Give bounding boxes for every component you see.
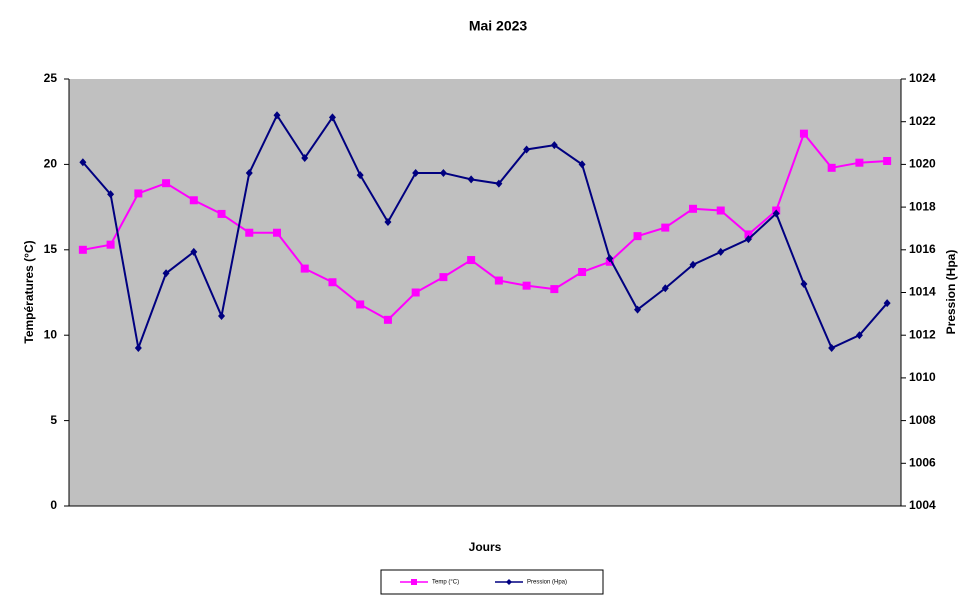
- legend-label: Temp (°C): [432, 580, 459, 586]
- data-point: [356, 300, 365, 309]
- legend-marker: [411, 579, 417, 585]
- data-point: [661, 223, 670, 232]
- data-point: [550, 285, 559, 294]
- y2-tick-label: 1024: [909, 71, 936, 85]
- data-point: [494, 276, 503, 285]
- data-point: [495, 179, 503, 188]
- data-point: [717, 247, 725, 256]
- data-point: [522, 281, 531, 290]
- data-point: [772, 209, 780, 218]
- data-point: [107, 190, 115, 199]
- data-point: [467, 256, 476, 265]
- y-tick-label: 20: [44, 157, 58, 171]
- y2-tick-label: 1010: [909, 370, 936, 384]
- data-point: [716, 206, 725, 215]
- y-tick-label: 0: [50, 498, 57, 512]
- data-point: [245, 228, 254, 237]
- y2-tick-label: 1020: [909, 157, 936, 171]
- data-point: [827, 163, 836, 172]
- data-point: [273, 228, 281, 237]
- data-point: [217, 209, 226, 218]
- data-point: [744, 235, 752, 244]
- y-axis-label: Températures (°C): [22, 240, 36, 343]
- data-point: [411, 288, 420, 297]
- data-point: [356, 171, 364, 180]
- y2-tick-label: 1016: [909, 242, 936, 256]
- legend-marker: [506, 579, 512, 585]
- y-tick-label: 15: [44, 242, 58, 256]
- data-point: [633, 232, 642, 241]
- data-point: [245, 168, 253, 177]
- data-point: [689, 260, 697, 269]
- y-tick-label: 10: [44, 327, 58, 341]
- data-point: [273, 111, 281, 120]
- data-point: [412, 168, 420, 177]
- data-point: [800, 279, 808, 288]
- data-point: [162, 269, 170, 278]
- data-point: [634, 305, 642, 314]
- y2-tick-label: 1014: [909, 285, 936, 299]
- data-point: [689, 204, 697, 213]
- y2-tick-label: 1008: [909, 413, 936, 427]
- data-point: [190, 247, 198, 256]
- y2-tick-label: 1018: [909, 199, 936, 213]
- data-point: [855, 331, 863, 340]
- data-point: [606, 254, 614, 263]
- y2-tick-label: 1022: [909, 114, 936, 128]
- data-point: [189, 196, 198, 205]
- data-point: [799, 129, 808, 138]
- data-point: [744, 230, 753, 239]
- data-point: [328, 278, 337, 287]
- series-line: [82, 131, 888, 322]
- y-tick-label: 5: [50, 413, 57, 427]
- data-point: [439, 273, 448, 282]
- chart-title: Mai 2023: [469, 18, 528, 34]
- data-point: [328, 113, 336, 122]
- data-point: [467, 175, 475, 184]
- data-point: [883, 156, 892, 165]
- y2-tick-label: 1012: [909, 327, 936, 341]
- data-point: [162, 179, 171, 188]
- data-point: [134, 189, 143, 198]
- series-line: [82, 113, 888, 352]
- data-point: [550, 141, 558, 150]
- data-point: [383, 315, 392, 324]
- data-point: [578, 268, 587, 277]
- data-point: [523, 145, 531, 154]
- data-point: [106, 240, 115, 249]
- data-point: [855, 158, 864, 167]
- y2-axis-label: Pression (Hpa): [944, 250, 958, 335]
- plot-area: [69, 79, 901, 506]
- data-point: [300, 264, 309, 273]
- legend-label: Pression (Hpa): [527, 580, 567, 586]
- x-axis-label: Jours: [469, 540, 502, 554]
- data-point: [78, 245, 87, 254]
- data-point: [384, 218, 392, 227]
- data-point: [134, 344, 142, 353]
- data-point: [79, 158, 87, 167]
- data-point: [301, 153, 309, 162]
- y-tick-label: 25: [44, 71, 58, 85]
- data-point: [828, 344, 836, 353]
- data-point: [218, 311, 226, 320]
- y2-tick-label: 1006: [909, 455, 936, 469]
- data-point: [439, 168, 447, 177]
- data-point: [661, 284, 669, 293]
- y2-tick-label: 1004: [909, 498, 936, 512]
- data-point: [883, 299, 891, 308]
- data-point: [578, 160, 586, 169]
